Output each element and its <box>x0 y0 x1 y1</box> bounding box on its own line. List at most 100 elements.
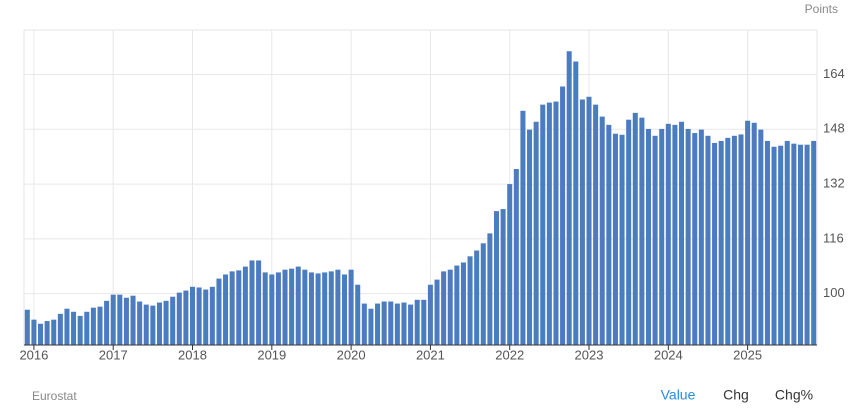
bar <box>593 104 599 346</box>
bar <box>176 292 182 345</box>
bar <box>698 129 704 345</box>
bar <box>97 306 103 345</box>
bar <box>236 270 242 345</box>
bar <box>110 294 116 345</box>
bar <box>51 319 57 345</box>
x-tick-label: 2024 <box>654 347 683 362</box>
bar <box>57 313 63 345</box>
bar <box>533 121 539 346</box>
bar <box>804 144 810 345</box>
bar <box>183 290 189 345</box>
bar <box>209 286 215 345</box>
bar <box>586 96 592 346</box>
bar <box>784 140 790 345</box>
bar <box>460 262 466 345</box>
bar <box>474 250 480 345</box>
bar <box>546 102 552 345</box>
bar <box>579 99 585 345</box>
x-tick-label: 2023 <box>575 347 604 362</box>
tab-chg-pct[interactable]: Chg% <box>775 387 813 403</box>
bar <box>791 143 797 345</box>
bar <box>652 135 658 345</box>
x-tick-label: 2016 <box>19 347 48 362</box>
bar <box>150 305 156 345</box>
bar <box>764 140 770 345</box>
bar <box>104 300 110 345</box>
bar <box>553 101 559 345</box>
bar <box>480 243 486 345</box>
bar <box>705 135 711 345</box>
bar <box>527 129 533 345</box>
x-tick-label: 2025 <box>733 347 762 362</box>
bar <box>401 302 407 345</box>
bar <box>573 61 579 345</box>
bar <box>302 269 308 345</box>
bar <box>467 256 473 345</box>
bar <box>758 129 764 345</box>
bar <box>71 311 77 345</box>
bar <box>388 301 394 345</box>
bar <box>143 304 149 345</box>
bar <box>64 308 70 345</box>
bar <box>414 299 420 345</box>
bar <box>560 86 566 345</box>
bar <box>626 119 632 346</box>
bar <box>117 294 123 345</box>
bar <box>341 274 348 345</box>
bar <box>454 265 460 345</box>
bar <box>282 269 288 345</box>
tab-chg[interactable]: Chg <box>723 387 749 403</box>
bar <box>249 260 255 345</box>
bar <box>679 121 685 346</box>
bar <box>256 260 262 345</box>
bar <box>196 287 202 345</box>
bar <box>361 303 367 345</box>
bar <box>216 278 222 345</box>
bar <box>672 124 678 345</box>
bar <box>612 133 618 345</box>
bar <box>751 122 757 345</box>
bar <box>718 140 724 345</box>
bar <box>44 321 50 345</box>
bar <box>540 104 546 346</box>
bar <box>262 272 268 345</box>
bar <box>328 271 334 345</box>
bar <box>725 137 731 345</box>
bar <box>507 184 513 345</box>
bar <box>368 308 374 345</box>
bar <box>223 274 229 345</box>
bar <box>170 296 176 345</box>
x-tick-label: 2018 <box>178 347 207 362</box>
source: Eurostat <box>32 389 77 403</box>
bar <box>289 268 295 345</box>
x-tick-label: 2020 <box>337 347 366 362</box>
bar <box>242 266 248 345</box>
bar <box>731 135 737 345</box>
x-tick-label: 2019 <box>257 347 286 362</box>
bar <box>203 289 209 345</box>
y-tick-label: 116 <box>823 230 844 245</box>
bar <box>335 269 341 345</box>
bar <box>427 284 433 345</box>
bar <box>269 274 275 345</box>
bar <box>130 295 136 345</box>
bar <box>712 142 718 345</box>
bar <box>778 145 784 345</box>
tab-value[interactable]: Value <box>661 387 696 403</box>
bar <box>322 272 328 345</box>
bar <box>156 302 162 345</box>
bar <box>520 110 526 345</box>
bar <box>692 133 698 345</box>
bar <box>315 273 321 345</box>
bar <box>606 124 612 345</box>
bar <box>355 284 361 345</box>
bar <box>163 300 169 345</box>
bar <box>24 309 30 345</box>
bar <box>619 134 625 345</box>
bar <box>487 233 493 345</box>
bar <box>738 134 744 345</box>
bar <box>77 315 83 345</box>
bar <box>31 319 37 345</box>
bar <box>38 323 44 345</box>
